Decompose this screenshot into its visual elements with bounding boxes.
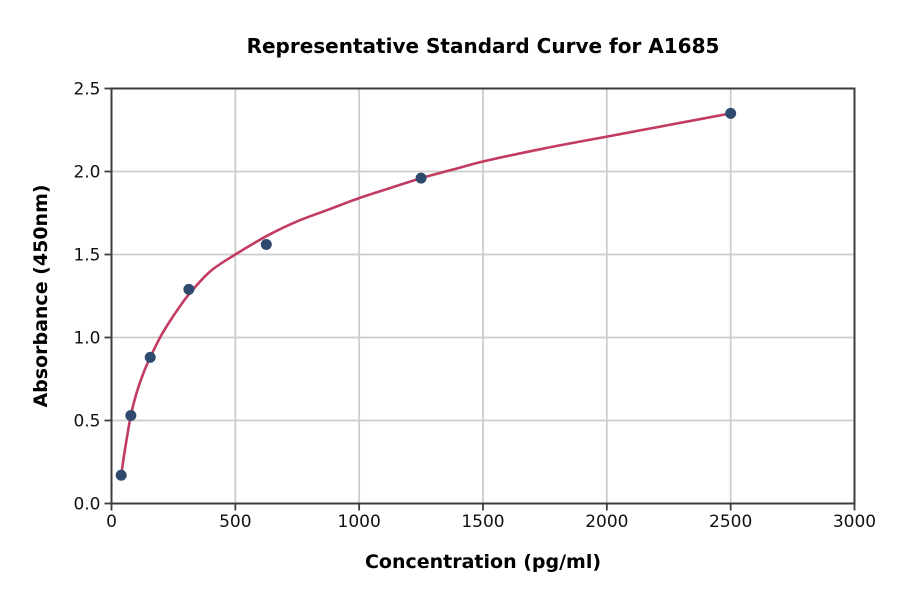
x-tick-label: 2000 <box>585 512 628 532</box>
data-point-marker <box>183 283 195 295</box>
fit-curve-line <box>119 112 732 477</box>
data-point-marker <box>115 469 127 481</box>
data-point-marker <box>415 172 427 184</box>
x-tick-label: 500 <box>219 512 251 532</box>
y-tick-label: 2.0 <box>73 163 100 183</box>
y-tick-label: 2.5 <box>73 80 100 100</box>
data-point-marker <box>725 107 737 119</box>
y-tick-label: 1.0 <box>73 329 100 349</box>
x-axis-label: Concentration (pg/ml) <box>364 551 602 573</box>
data-point-marker <box>144 351 156 363</box>
x-tick-label: 3000 <box>833 512 876 532</box>
x-tick-label: 2500 <box>709 512 752 532</box>
data-point-marker <box>260 239 272 251</box>
y-tick-label: 0.0 <box>73 495 100 515</box>
x-tick-label: 1500 <box>461 512 504 532</box>
chart-title: Representative Standard Curve for A1685 <box>246 34 720 58</box>
x-tick-label: 1000 <box>338 512 381 532</box>
x-tick-label: 0 <box>106 512 117 532</box>
y-tick-label: 1.5 <box>73 246 100 266</box>
data-point-marker <box>125 410 137 422</box>
y-tick-label: 0.5 <box>73 412 100 432</box>
